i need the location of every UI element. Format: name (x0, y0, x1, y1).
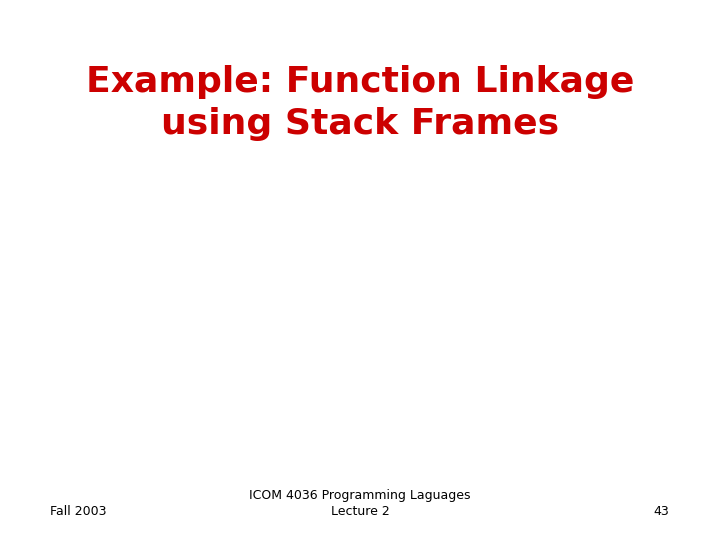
Text: Example: Function Linkage
using Stack Frames: Example: Function Linkage using Stack Fr… (86, 65, 634, 141)
Text: 43: 43 (654, 505, 670, 518)
Text: Fall 2003: Fall 2003 (50, 505, 107, 518)
Text: ICOM 4036 Programming Laguages
Lecture 2: ICOM 4036 Programming Laguages Lecture 2 (249, 489, 471, 518)
